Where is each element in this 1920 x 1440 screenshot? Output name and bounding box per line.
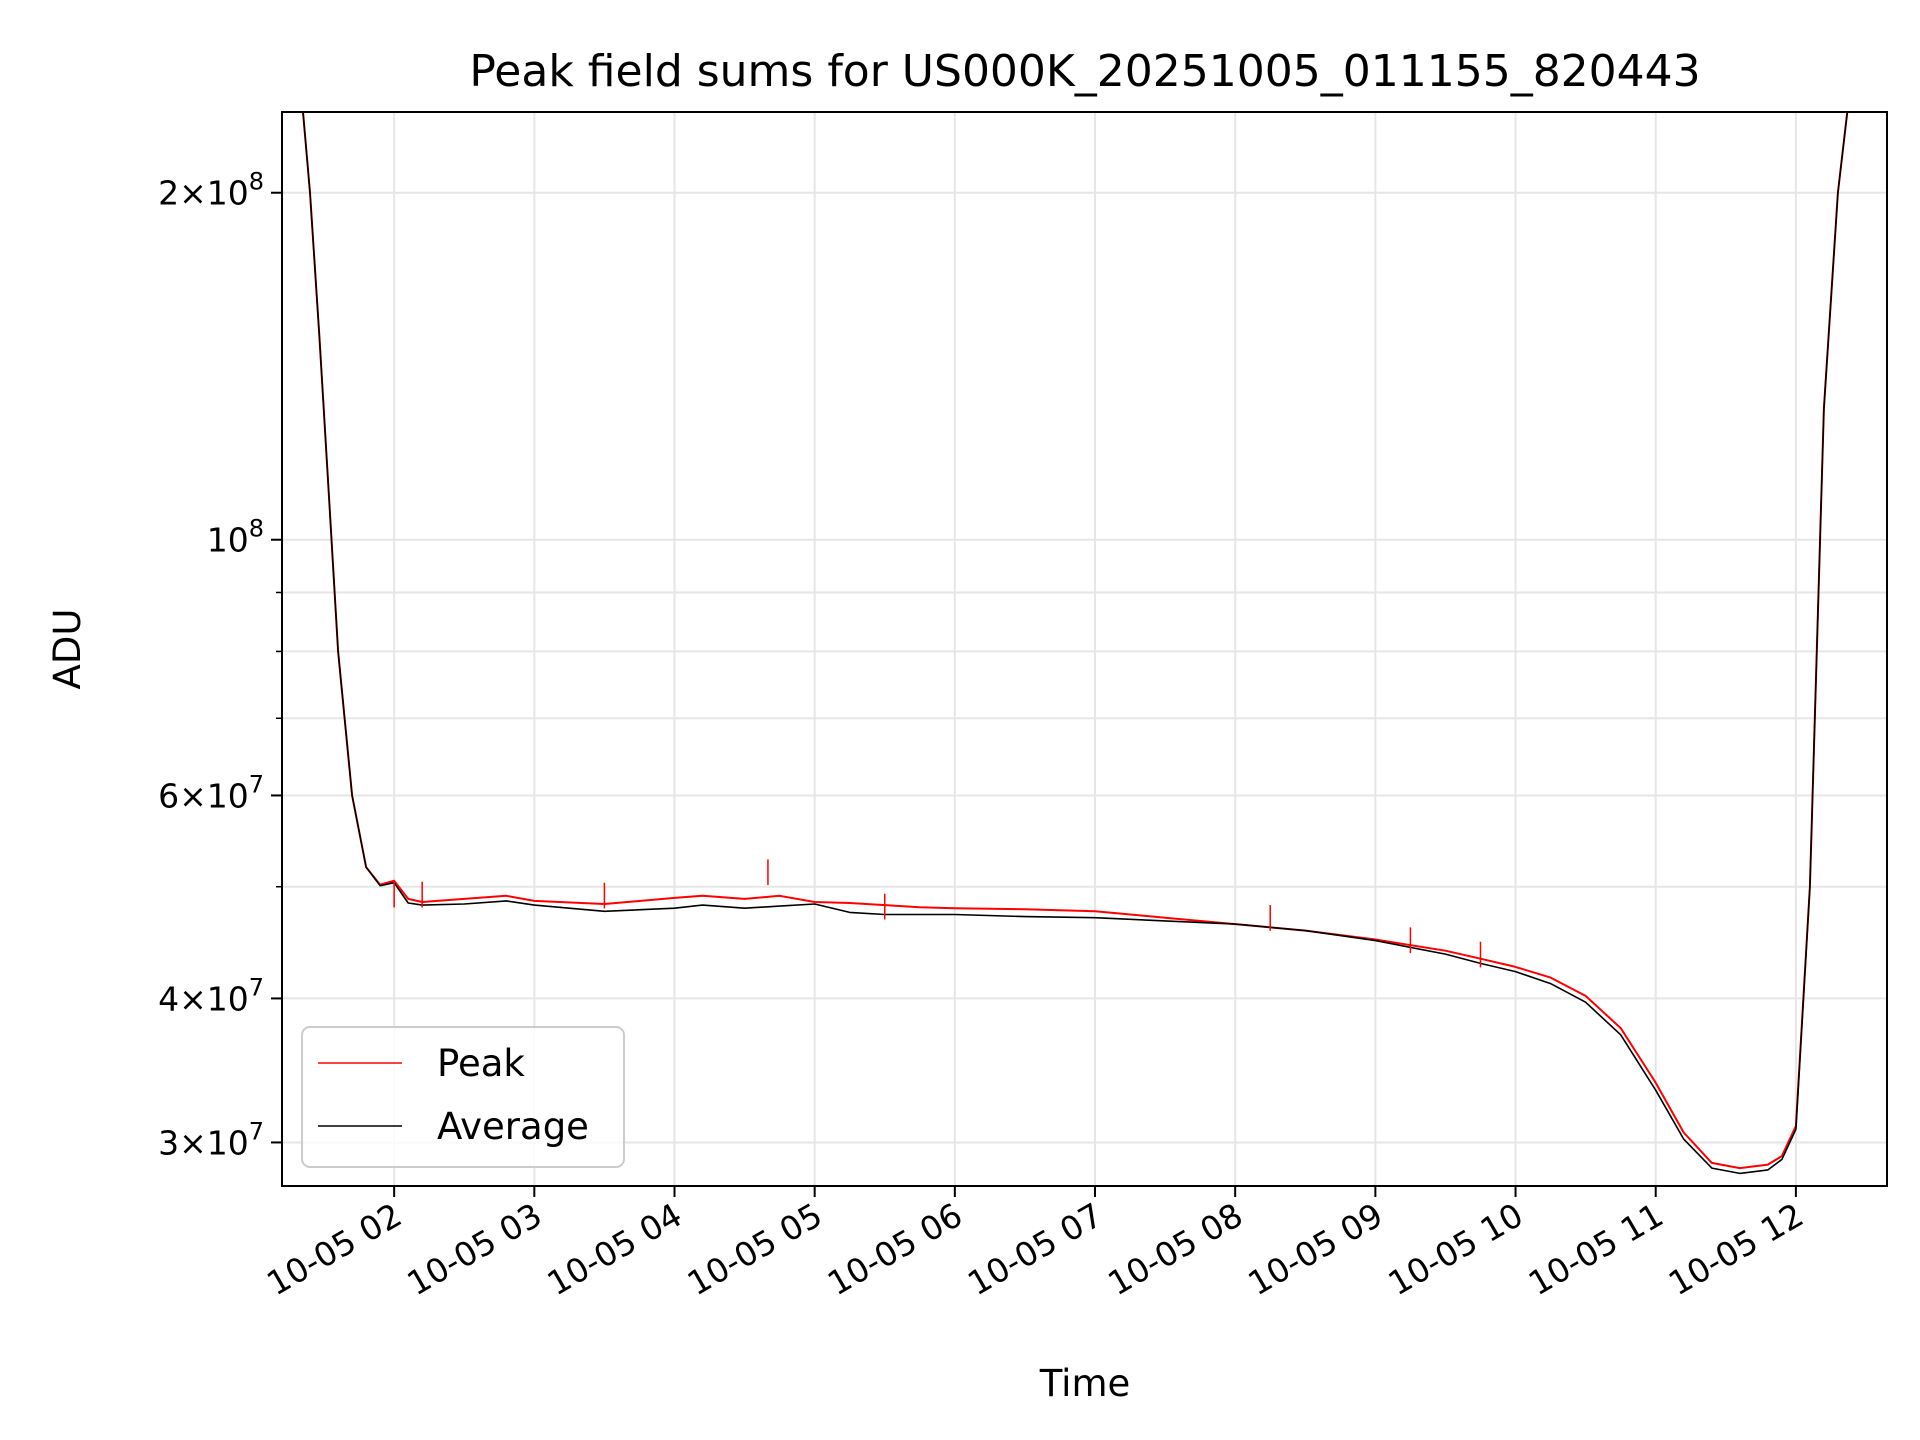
y-tick-label: 4×107 — [158, 973, 264, 1018]
x-axis-label: Time — [1039, 1362, 1131, 1405]
grid — [282, 112, 1887, 1186]
plot-data — [302, 112, 1849, 1175]
legend-label-average: Average — [437, 1105, 589, 1148]
y-tick-label: 3×107 — [158, 1117, 264, 1162]
legend-frame — [301, 1026, 625, 1168]
series-line-average — [302, 112, 1849, 1175]
legend-label-peak: Peak — [437, 1042, 525, 1085]
series-line-peak — [302, 112, 1849, 1170]
y-tick-label: 6×107 — [158, 770, 264, 815]
chart-title: Peak field sums for US000K_20251005_0111… — [469, 46, 1700, 97]
plot-frame — [281, 111, 1888, 1187]
y-axis-label: ADU — [46, 609, 89, 690]
legend: Peak Average — [301, 1026, 625, 1168]
y-tick-label: 2×108 — [158, 168, 264, 213]
